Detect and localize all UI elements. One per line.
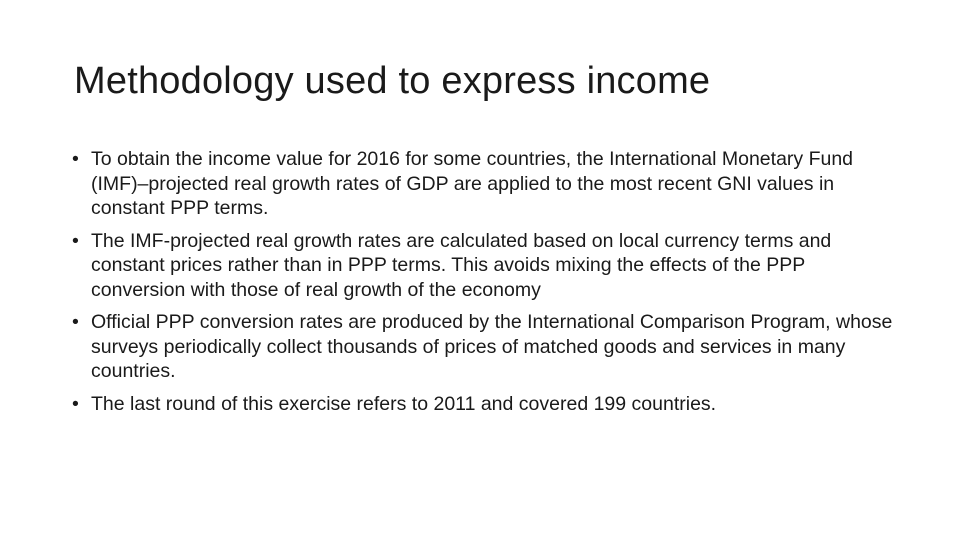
bullet-item: • The IMF-projected real growth rates ar… <box>72 229 902 303</box>
bullet-marker: • <box>72 148 79 170</box>
slide-title: Methodology used to express income <box>74 60 711 102</box>
bullet-item: • To obtain the income value for 2016 fo… <box>72 147 902 221</box>
bullet-marker: • <box>72 311 79 333</box>
bullet-text: To obtain the income value for 2016 for … <box>91 148 854 219</box>
bullet-text: The IMF-projected real growth rates are … <box>91 229 832 301</box>
bullet-marker: • <box>72 229 79 252</box>
bullet-marker: • <box>72 392 79 415</box>
bullet-text: Official PPP conversion rates are produc… <box>91 311 893 382</box>
bullet-item: • The last round of this exercise refers… <box>72 392 902 417</box>
bullet-item: • Official PPP conversion rates are prod… <box>72 310 902 384</box>
bullet-text: The last round of this exercise refers t… <box>91 392 717 415</box>
bullet-list: • To obtain the income value for 2016 fo… <box>72 147 902 424</box>
